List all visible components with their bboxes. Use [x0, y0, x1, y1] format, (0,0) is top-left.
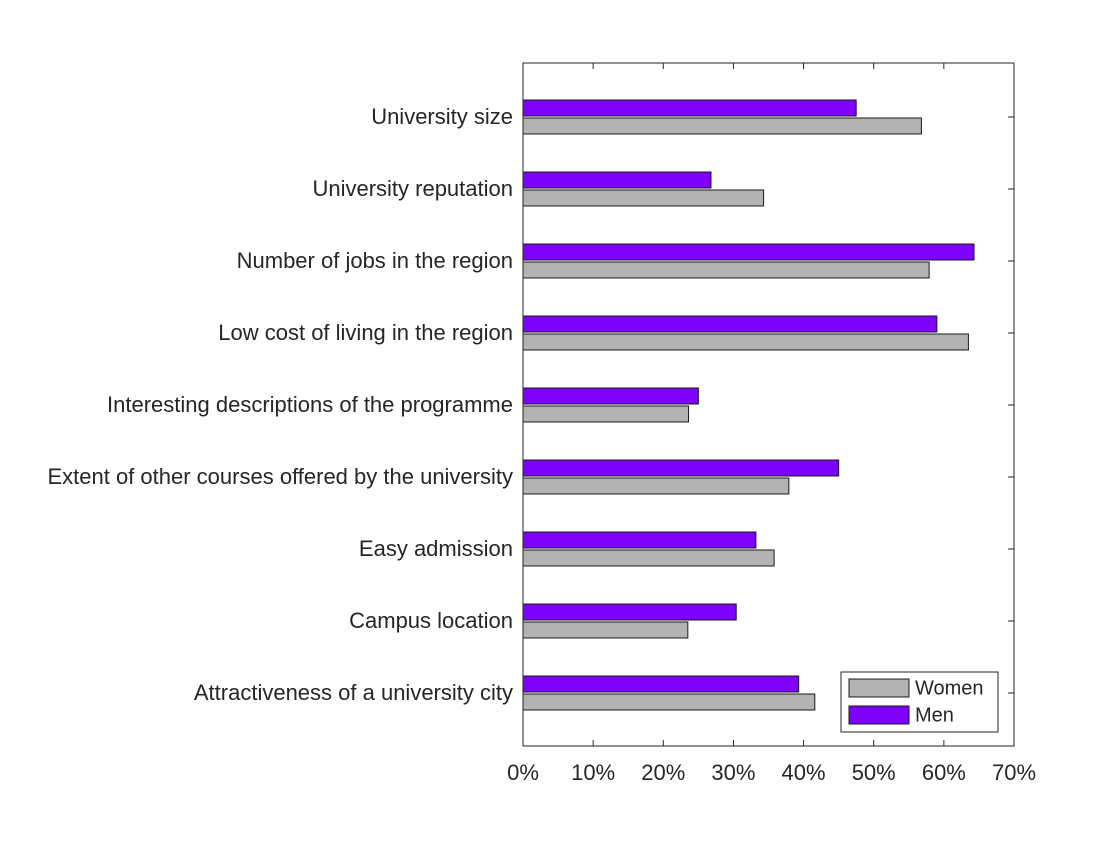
x-tick-label: 10%	[571, 760, 615, 785]
bar-women	[522, 261, 930, 279]
bar-women	[522, 189, 765, 207]
x-tick-label: 30%	[711, 760, 755, 785]
axis-labels: University size University reputation Numb…	[47, 104, 1036, 785]
category-label: Extent of other courses offered by the u…	[47, 464, 513, 489]
bar-men	[522, 459, 840, 477]
x-tick-label: 70%	[992, 760, 1036, 785]
category-label: Low cost of living in the region	[218, 320, 513, 345]
category-label: University reputation	[312, 176, 513, 201]
x-tick-label: 20%	[641, 760, 685, 785]
bar-women	[522, 549, 775, 567]
bar-men	[522, 315, 938, 333]
bar-women	[522, 621, 689, 639]
bar-women	[522, 477, 790, 495]
legend-label-men: Men	[915, 704, 954, 726]
category-label: University size	[371, 104, 513, 129]
bar-men	[522, 531, 757, 549]
legend: Women Men	[840, 671, 999, 733]
category-label: Easy admission	[359, 536, 513, 561]
x-tick-label: 40%	[782, 760, 826, 785]
bar-women	[522, 405, 690, 423]
legend-label-women: Women	[915, 677, 984, 699]
bar-men	[522, 387, 699, 405]
category-label: Attractiveness of a university city	[194, 680, 513, 705]
bar-men	[522, 603, 737, 621]
x-tick-label: 60%	[922, 760, 966, 785]
category-label: Number of jobs in the region	[237, 248, 513, 273]
bars-layer	[522, 99, 975, 711]
bar-men	[522, 675, 800, 693]
bar-women	[522, 333, 969, 351]
bar-men	[522, 99, 857, 117]
axis-ticks	[522, 63, 1015, 746]
x-tick-label: 0%	[507, 760, 539, 785]
bar-women	[522, 693, 816, 711]
bar-women	[522, 117, 922, 135]
x-tick-label: 50%	[852, 760, 896, 785]
category-label: Interesting descriptions of the programm…	[107, 392, 513, 417]
bar-men	[522, 243, 975, 261]
category-label: Campus location	[349, 608, 513, 633]
legend-swatch-men	[848, 705, 910, 725]
bar-men	[522, 171, 712, 189]
legend-swatch-women	[848, 678, 910, 698]
